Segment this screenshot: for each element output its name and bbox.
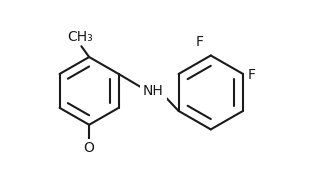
Text: CH₃: CH₃: [67, 30, 93, 44]
Text: F: F: [248, 69, 256, 82]
Text: O: O: [84, 141, 95, 155]
Text: F: F: [196, 35, 204, 49]
Text: NH: NH: [143, 84, 164, 98]
